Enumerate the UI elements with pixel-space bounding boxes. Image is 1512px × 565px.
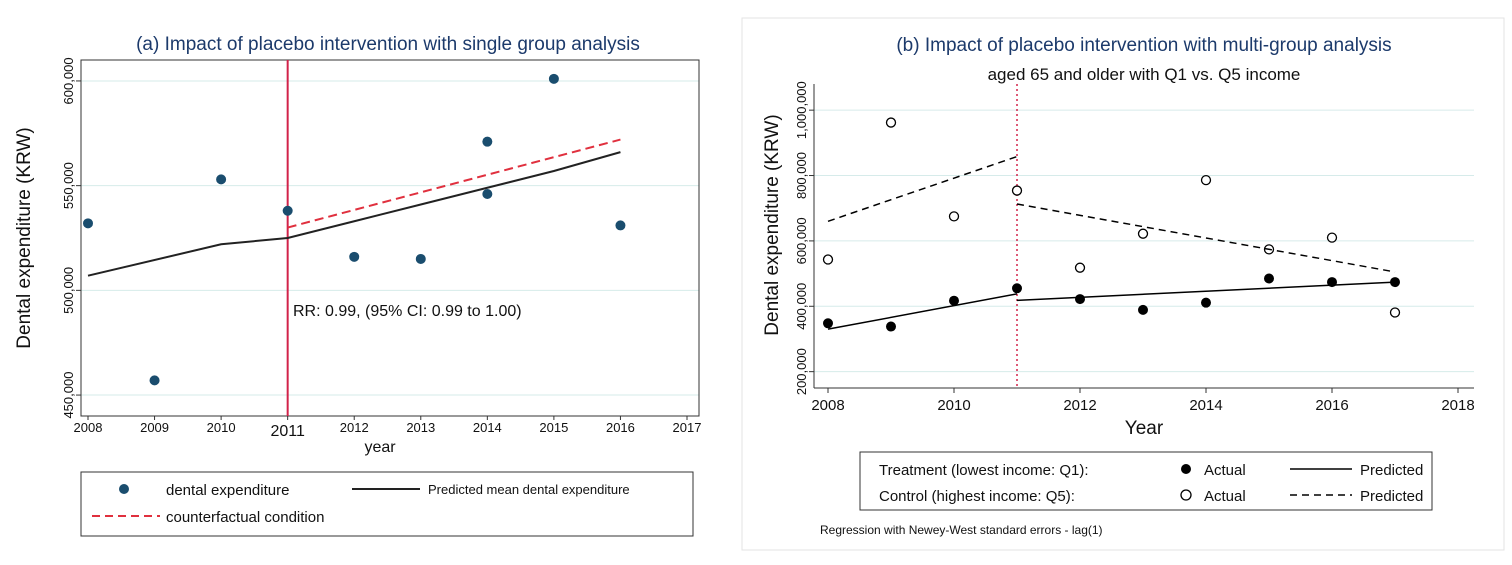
panel-b-series (822, 117, 1401, 332)
x-tick-label: 2009 (140, 420, 169, 435)
treatment-actual-point (1012, 283, 1022, 294)
x-tick-label: 2016 (606, 420, 635, 435)
panel-a-series (83, 73, 626, 386)
dental-expenditure-point (548, 73, 559, 84)
x-tick-label: 2015 (539, 420, 568, 435)
panel-a-legend: dental expenditure Predicted mean dental… (80, 471, 694, 537)
control-actual-point (1389, 307, 1401, 318)
treatment-actual-point (823, 318, 833, 329)
treatment-predicted-line (827, 293, 1018, 330)
dental-expenditure-point (482, 189, 493, 200)
x-tick-label: 2012 (1063, 397, 1096, 414)
treatment-actual-point (886, 321, 896, 332)
counterfactual-line (287, 138, 621, 229)
control-actual-point (1074, 262, 1086, 273)
legend-treatment-label: Treatment (lowest income: Q1): (879, 462, 1089, 479)
legend-treatment-predicted-label: Predicted (1360, 462, 1423, 479)
panel-b-title: (b) Impact of placebo intervention with … (896, 35, 1391, 56)
legend-treatment-actual-marker (1181, 464, 1191, 474)
x-tick-label: 2017 (673, 420, 702, 435)
panel-a-x-ticks: 2008 2009 2010 2011 2012 2013 2014 2015 2016 2017 (74, 416, 702, 440)
control-predicted-line (827, 155, 1018, 222)
treatment-actual-point (1075, 294, 1085, 305)
legend-dental-expenditure-marker (119, 484, 129, 494)
legend-dental-expenditure-label: dental expenditure (166, 482, 289, 499)
panel-b-x-ticks: 2008 2010 2012 2014 2016 2018 (811, 388, 1475, 414)
x-tick-label: 2016 (1315, 397, 1348, 414)
panel-b-x-axis-label: Year (1125, 418, 1164, 439)
treatment-actual-point (1138, 304, 1148, 315)
legend-control-label: Control (highest income: Q5): (879, 488, 1075, 505)
panel-b-legend: Treatment (lowest income: Q1): Actual Pr… (859, 451, 1433, 511)
x-tick-label: 2011 (270, 423, 305, 440)
dental-expenditure-point (415, 253, 426, 264)
dental-expenditure-point (83, 218, 93, 229)
dental-expenditure-point (216, 174, 227, 185)
control-actual-point (1200, 174, 1212, 186)
y-tick-label: 450,000 (61, 372, 76, 419)
control-actual-point (885, 117, 897, 128)
dental-expenditure-point (615, 220, 626, 231)
y-tick-label: 600,000 (61, 57, 76, 104)
x-tick-label: 2018 (1441, 397, 1474, 414)
y-tick-label: 1,000,000 (794, 81, 809, 139)
panel-a-rr-annotation: RR: 0.99, (95% CI: 0.99 to 1.00) (293, 303, 522, 320)
x-tick-label: 2012 (340, 420, 369, 435)
legend-predicted-label: Predicted mean dental expenditure (428, 482, 630, 497)
panel-b-legend-box (859, 451, 1433, 511)
panel-a-title: (a) Impact of placebo intervention with … (136, 34, 640, 55)
panel-b-border (741, 17, 1505, 551)
y-tick-label: 200,000 (794, 348, 809, 395)
control-actual-point (1326, 232, 1338, 243)
panel-a-y-axis-label: Dental expenditure (KRW) (14, 127, 35, 348)
panel-a-y-ticks: 450,000 500,000 550,000 600,000 (61, 57, 81, 419)
treatment-actual-point (1201, 297, 1211, 308)
treatment-actual-point (1264, 273, 1274, 284)
legend-counterfactual-label: counterfactual condition (166, 509, 324, 526)
x-tick-label: 2010 (207, 420, 236, 435)
panel-a-plot-frame (80, 59, 700, 417)
y-tick-label: 800,000 (794, 152, 809, 199)
x-tick-label: 2008 (74, 420, 103, 435)
control-predicted-line (1016, 203, 1396, 273)
panel-a-gridlines (81, 80, 699, 396)
panel-b-subtitle: aged 65 and older with Q1 vs. Q5 income (988, 65, 1301, 84)
panel-a-legend-box (80, 471, 694, 537)
x-tick-label: 2014 (473, 420, 502, 435)
treatment-predicted-line (1016, 281, 1396, 302)
predicted-mean-line (87, 151, 621, 277)
y-tick-label: 400,000 (794, 283, 809, 330)
y-tick-label: 550,000 (61, 162, 76, 209)
x-tick-label: 2014 (1189, 397, 1222, 414)
x-tick-label: 2010 (937, 397, 970, 414)
legend-control-predicted-label: Predicted (1360, 488, 1423, 505)
legend-control-actual-marker (1180, 489, 1192, 501)
control-actual-point (1011, 185, 1023, 196)
panel-b-y-ticks: 200,000 400,000 600,000 800,000 1,000,000 (794, 81, 814, 395)
treatment-actual-point (949, 295, 959, 306)
y-tick-label: 600,000 (794, 217, 809, 264)
panel-b-gridlines (814, 109, 1474, 373)
x-tick-label: 2008 (811, 397, 844, 414)
panel-a: (a) Impact of placebo intervention with … (14, 34, 702, 537)
control-actual-point (948, 211, 960, 222)
panel-b: (b) Impact of placebo intervention with … (762, 35, 1475, 537)
legend-control-actual-label: Actual (1204, 488, 1246, 505)
panel-a-x-axis-label: year (364, 439, 396, 456)
panel-b-note: Regression with Newey-West standard erro… (820, 523, 1103, 537)
dental-expenditure-point (349, 251, 360, 262)
control-actual-point (1137, 228, 1149, 239)
y-tick-label: 500,000 (61, 267, 76, 314)
legend-treatment-actual-label: Actual (1204, 462, 1246, 479)
panel-b-y-axis-label: Dental expenditure (KRW) (762, 114, 783, 335)
dental-expenditure-point (149, 375, 160, 386)
dental-expenditure-point (282, 205, 293, 216)
dental-expenditure-point (482, 136, 493, 147)
control-actual-point (822, 254, 834, 265)
x-tick-label: 2013 (406, 420, 435, 435)
